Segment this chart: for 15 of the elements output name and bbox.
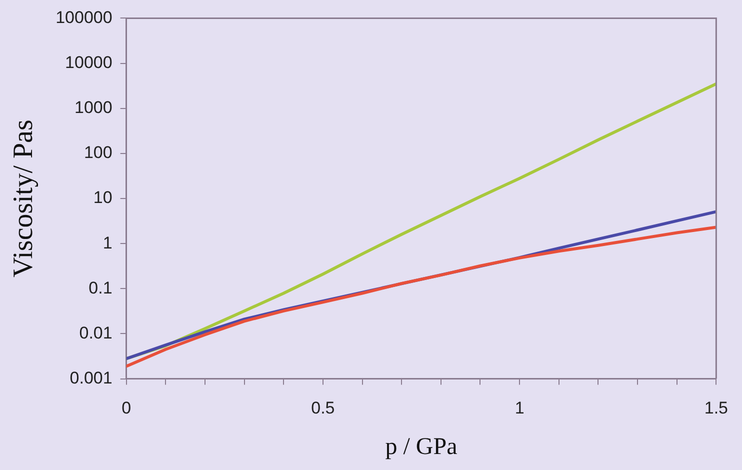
y-tick-label: 1000 <box>74 98 112 118</box>
y-tick-label: 100 <box>84 143 112 162</box>
y-tick-label: 0.01 <box>79 323 112 342</box>
y-tick-label: 10 <box>93 188 112 208</box>
y-tick-label: 1 <box>102 233 112 252</box>
y-tick-label: 100000 <box>56 8 112 27</box>
x-tick-label: 0 <box>122 398 132 418</box>
x-axis-title: p / GPa <box>385 434 458 460</box>
y-axis-title: Viscosity/ Pas <box>8 120 40 278</box>
x-tick-label: 1.5 <box>704 398 728 418</box>
x-tick-label: 1 <box>514 398 524 418</box>
x-tick-label: 0.5 <box>311 398 335 418</box>
y-tick-label: 0.001 <box>70 368 112 388</box>
y-tick-label: 0.1 <box>88 278 112 298</box>
y-tick-label: 10000 <box>65 52 112 72</box>
